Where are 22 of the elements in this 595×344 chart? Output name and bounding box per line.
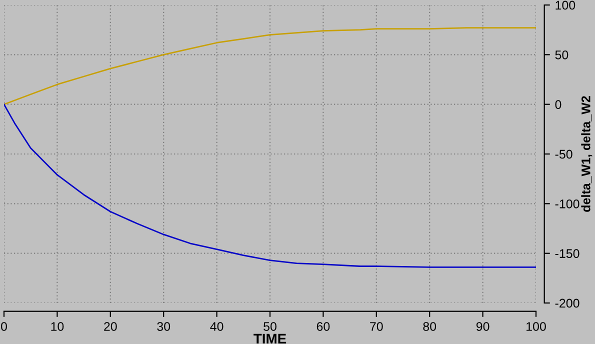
x-tick-label: 90: [476, 322, 490, 331]
x-tick-label: 70: [370, 322, 383, 331]
line-series: [4, 27, 536, 106]
y-tick-label: -200: [555, 298, 580, 308]
x-tick-label: 20: [104, 322, 117, 331]
x-tick-label: 50: [264, 322, 276, 331]
y-tick-label: 100: [556, 0, 576, 10]
y-tick-label: 0: [555, 100, 562, 109]
x-tick-label: 100: [526, 322, 546, 331]
y-tick-label: -50: [555, 150, 572, 159]
line-series: [4, 104, 536, 268]
x-tick-label: 10: [51, 322, 64, 331]
y-tick-label: 50: [555, 50, 568, 60]
y-axis-title: delta_W1, delta_W2: [581, 96, 592, 212]
x-axis-title: TIME: [254, 334, 286, 344]
x-tick-label: 30: [157, 322, 170, 331]
y-tick-label: -150: [555, 249, 580, 258]
x-tick-label: 60: [316, 322, 330, 331]
y-tick-label: -100: [555, 199, 580, 208]
x-tick-label: 80: [423, 322, 436, 331]
x-tick-label: 0: [1, 322, 7, 331]
x-tick-label: 40: [210, 322, 224, 331]
